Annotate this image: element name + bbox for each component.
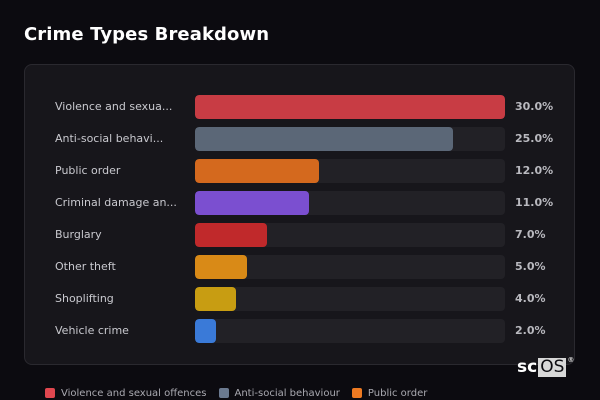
bar-track [195, 95, 505, 119]
scos-logo: sc OS ® [517, 356, 575, 377]
bar-track [195, 127, 505, 151]
legend-swatch [45, 388, 55, 398]
legend-swatch [351, 388, 362, 398]
bar-track [195, 255, 505, 279]
bar-label: Burglary [55, 228, 102, 241]
logo-sc: sc [517, 357, 538, 377]
legend-swatch [218, 388, 229, 398]
bar-track [195, 287, 505, 311]
bar-fill [195, 319, 216, 343]
legend-item-violence[interactable]: Violence and sexual offences [45, 388, 207, 399]
bar-value: 12.0% [515, 164, 554, 177]
logo-os: OS [538, 357, 567, 377]
bar-row-vehicle-crime[interactable]: Vehicle crime 2.0% [25, 319, 574, 343]
chart-legend: Violence and sexual offences Anti-social… [45, 386, 427, 400]
bar-value: 5.0% [515, 260, 546, 273]
legend-label: Public order [367, 387, 428, 399]
bar-row-shoplifting[interactable]: Shoplifting 4.0% [25, 287, 574, 311]
bar-fill [195, 223, 268, 247]
bar-value: 7.0% [515, 228, 546, 241]
registered-icon: ® [567, 356, 575, 364]
legend-label: Anti-social behaviour [234, 387, 340, 399]
bar-row-public-order[interactable]: Public order 12.0% [25, 159, 574, 183]
bar-track [195, 191, 505, 215]
bar-row-criminal-damage[interactable]: Criminal damage an... 11.0% [25, 191, 574, 215]
bar-track [195, 319, 505, 343]
bar-row-burglary[interactable]: Burglary 7.0% [25, 223, 574, 247]
bar-label: Public order [55, 164, 121, 177]
bar-label: Vehicle crime [55, 324, 129, 337]
bar-row-anti-social[interactable]: Anti-social behavi... 25.0% [25, 127, 574, 151]
bar-value: 2.0% [515, 324, 546, 337]
bar-fill [195, 95, 505, 119]
bar-fill [195, 287, 237, 311]
bar-track [195, 159, 505, 183]
bar-label: Shoplifting [55, 292, 114, 305]
bar-value: 11.0% [515, 196, 554, 209]
bar-label: Violence and sexua... [55, 100, 173, 113]
bar-value: 30.0% [515, 100, 554, 113]
bar-label: Other theft [55, 260, 116, 273]
bar-label: Criminal damage an... [55, 196, 177, 209]
legend-label: Violence and sexual offences [61, 387, 207, 399]
bar-label: Anti-social behavi... [55, 132, 164, 145]
bar-row-violence[interactable]: Violence and sexua... 30.0% [25, 95, 574, 119]
bar-fill [195, 255, 247, 279]
legend-item-anti-social[interactable]: Anti-social behaviour [218, 387, 340, 399]
bar-row-other-theft[interactable]: Other theft 5.0% [25, 255, 574, 279]
chart-panel: Violence and sexua... 30.0% Anti-social … [24, 64, 575, 365]
legend-item-public-order[interactable]: Public order [351, 387, 428, 399]
bar-value: 4.0% [515, 292, 546, 305]
bar-track [195, 223, 505, 247]
bar-value: 25.0% [515, 132, 554, 145]
bar-fill [195, 127, 454, 151]
chart-title: Crime Types Breakdown [24, 24, 270, 45]
bar-fill [195, 191, 309, 215]
bar-fill [195, 159, 319, 183]
